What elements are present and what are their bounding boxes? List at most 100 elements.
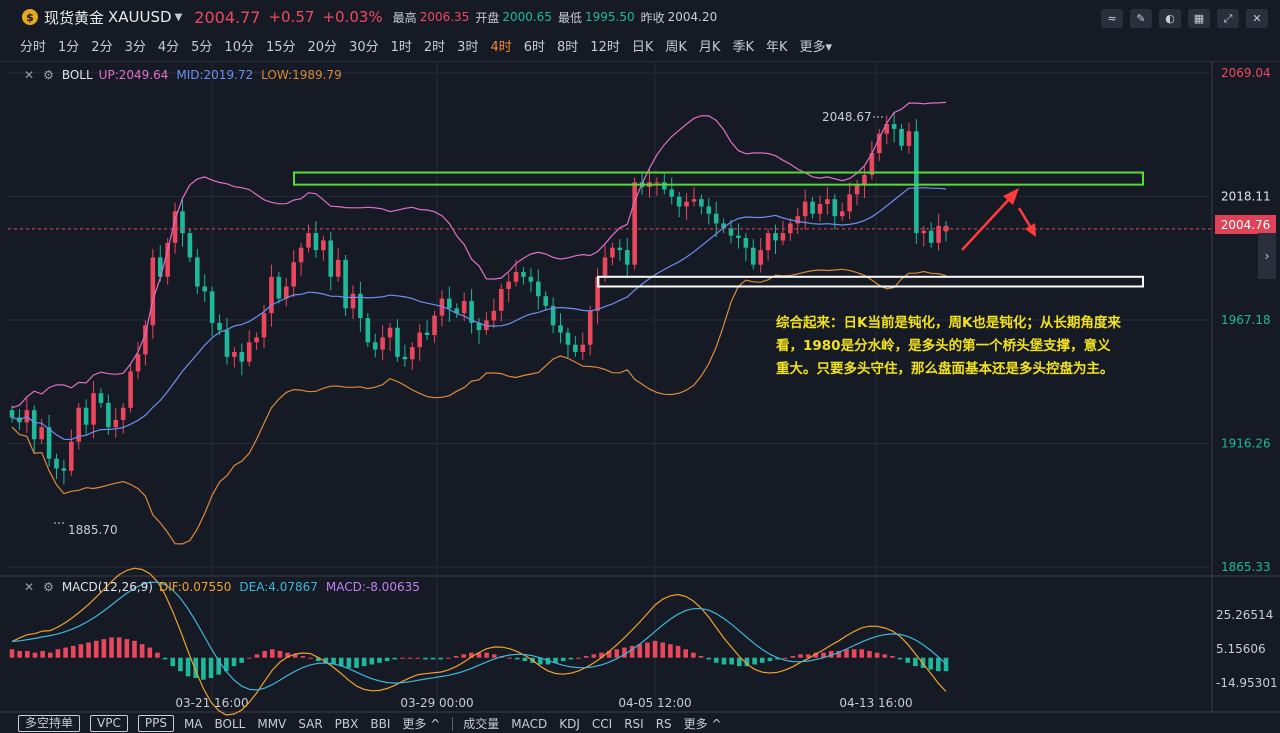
macd-bar [568, 657, 574, 660]
sub-indicator-item[interactable]: KDJ [559, 716, 580, 731]
period-tab[interactable]: 更多▾ [799, 40, 833, 55]
main-indicator-item[interactable]: BOLL [214, 716, 246, 731]
macd-bar [323, 657, 329, 663]
period-tab[interactable]: 4时 [490, 40, 512, 55]
candle-body [862, 174, 867, 185]
prev-close-value: 2004.20 [667, 10, 718, 24]
candle-body [120, 407, 126, 420]
fullscreen-icon[interactable]: ⤢ [1217, 9, 1239, 28]
period-tab[interactable]: 10分 [224, 40, 254, 55]
sub-indicator-item[interactable]: RS [655, 716, 672, 731]
candle-body [573, 344, 578, 352]
layout-icon[interactable]: ▦ [1188, 9, 1210, 28]
macd-bar [361, 657, 367, 667]
period-tab[interactable]: 6时 [523, 40, 546, 55]
period-tab[interactable]: 12时 [590, 40, 620, 55]
sub-indicator-item[interactable]: 更多 ^ [683, 717, 722, 731]
main-indicator-item[interactable]: MA [183, 716, 203, 731]
period-tab[interactable]: 30分 [349, 40, 379, 55]
sub-indicator-item[interactable]: CCI [591, 716, 613, 731]
macd-bar [423, 657, 428, 660]
macd-bar [239, 657, 244, 663]
candle-body [298, 247, 304, 263]
main-indicator-item[interactable]: 更多 ^ [402, 717, 441, 731]
close-indicator-icon[interactable]: ✕ [24, 580, 35, 594]
close-indicator-icon[interactable]: ✕ [24, 68, 35, 82]
candle-body [728, 228, 734, 236]
divider [452, 716, 454, 731]
macd-bar [116, 637, 122, 658]
symbol-header: $ 现货黄金 XAUUSD ▼ 2004.77 +0.57 +0.03% 最高 … [0, 0, 1280, 34]
candle-body [187, 233, 193, 258]
sub-indicator-item[interactable]: 成交量 [463, 717, 500, 731]
period-tab[interactable]: 周K [665, 40, 687, 55]
candle-body [232, 351, 237, 357]
draw-tool-icon[interactable]: ✎ [1130, 9, 1152, 28]
sub-indicator-item[interactable]: RSI [624, 716, 644, 731]
period-tab[interactable]: 15分 [265, 40, 296, 55]
macd-bar [890, 656, 895, 658]
period-tab[interactable]: 3分 [124, 40, 146, 55]
period-tab[interactable]: 年K [765, 40, 788, 55]
macd-bar [155, 652, 160, 658]
macd-bar [315, 657, 321, 662]
symbol-name[interactable]: 现货黄金 [44, 8, 105, 27]
symbol-code[interactable]: XAUUSD [108, 8, 172, 26]
candle-body [165, 242, 170, 277]
chevron-down-icon[interactable]: ▼ [174, 11, 183, 23]
period-tab[interactable]: 日K [631, 40, 654, 55]
macd-bar [706, 657, 711, 660]
chevron-right-icon[interactable]: › [1258, 233, 1276, 279]
candle-body [795, 216, 801, 224]
indicator-toggle-button[interactable]: PPS [137, 715, 174, 732]
period-tab[interactable]: 3时 [457, 40, 479, 55]
candle-body [195, 257, 200, 287]
macd-bar [170, 657, 176, 667]
macd-tick-label: -14.95301 [1216, 676, 1278, 690]
period-tab[interactable]: 2时 [423, 40, 446, 55]
macd-bar [652, 640, 658, 658]
period-tab[interactable]: 2分 [91, 40, 113, 55]
main-indicator-item[interactable]: BBI [370, 716, 391, 731]
candle-style-icon[interactable]: ◐ [1159, 9, 1181, 28]
candle-body [876, 133, 882, 154]
main-indicator-item[interactable]: SAR [298, 716, 323, 731]
period-tab[interactable]: 5分 [191, 40, 213, 55]
period-tab[interactable]: 月K [698, 40, 721, 55]
indicator-tool-icon[interactable]: ≈ [1101, 9, 1123, 28]
macd-bar [17, 650, 22, 658]
macd-bar [86, 642, 91, 658]
macd-bar [867, 650, 872, 658]
macd-bar [216, 657, 222, 675]
gear-icon[interactable]: ⚙ [43, 68, 54, 82]
period-tab[interactable]: 1分 [58, 40, 80, 55]
period-tab[interactable]: 季K [732, 40, 754, 55]
sub-indicator-item[interactable]: MACD [511, 716, 548, 731]
macd-bar [247, 657, 252, 659]
macd-bar [40, 650, 45, 658]
macd-bar [537, 657, 543, 665]
macd-bar [591, 654, 597, 658]
indicator-toggle-button[interactable]: VPC [90, 715, 128, 732]
period-tab[interactable]: 20分 [307, 40, 338, 55]
macd-bar [331, 657, 336, 665]
main-indicator-item[interactable]: PBX [334, 716, 359, 731]
candle-body [9, 410, 15, 418]
period-tab[interactable]: 8时 [557, 40, 579, 55]
macd-bar [93, 640, 99, 658]
indicator-toggle-button[interactable]: 多空持单 [18, 715, 81, 732]
close-icon[interactable]: ✕ [1246, 9, 1268, 28]
macd-bar [790, 656, 796, 658]
main-indicator-item[interactable]: MMV [257, 716, 287, 731]
candle-body [610, 247, 615, 258]
period-tab[interactable]: 4分 [157, 40, 180, 55]
macd-legend: ✕ ⚙ MACD(12,26,9) DIF:0.07550 DEA:4.0786… [24, 580, 420, 594]
candle-body [587, 310, 593, 345]
candle-body [810, 201, 815, 214]
period-tab[interactable]: 分时 [20, 40, 47, 55]
gear-icon[interactable]: ⚙ [43, 580, 54, 594]
candle-body [788, 223, 793, 234]
period-tab[interactable]: 1时 [390, 40, 412, 55]
candle-body [432, 315, 437, 335]
